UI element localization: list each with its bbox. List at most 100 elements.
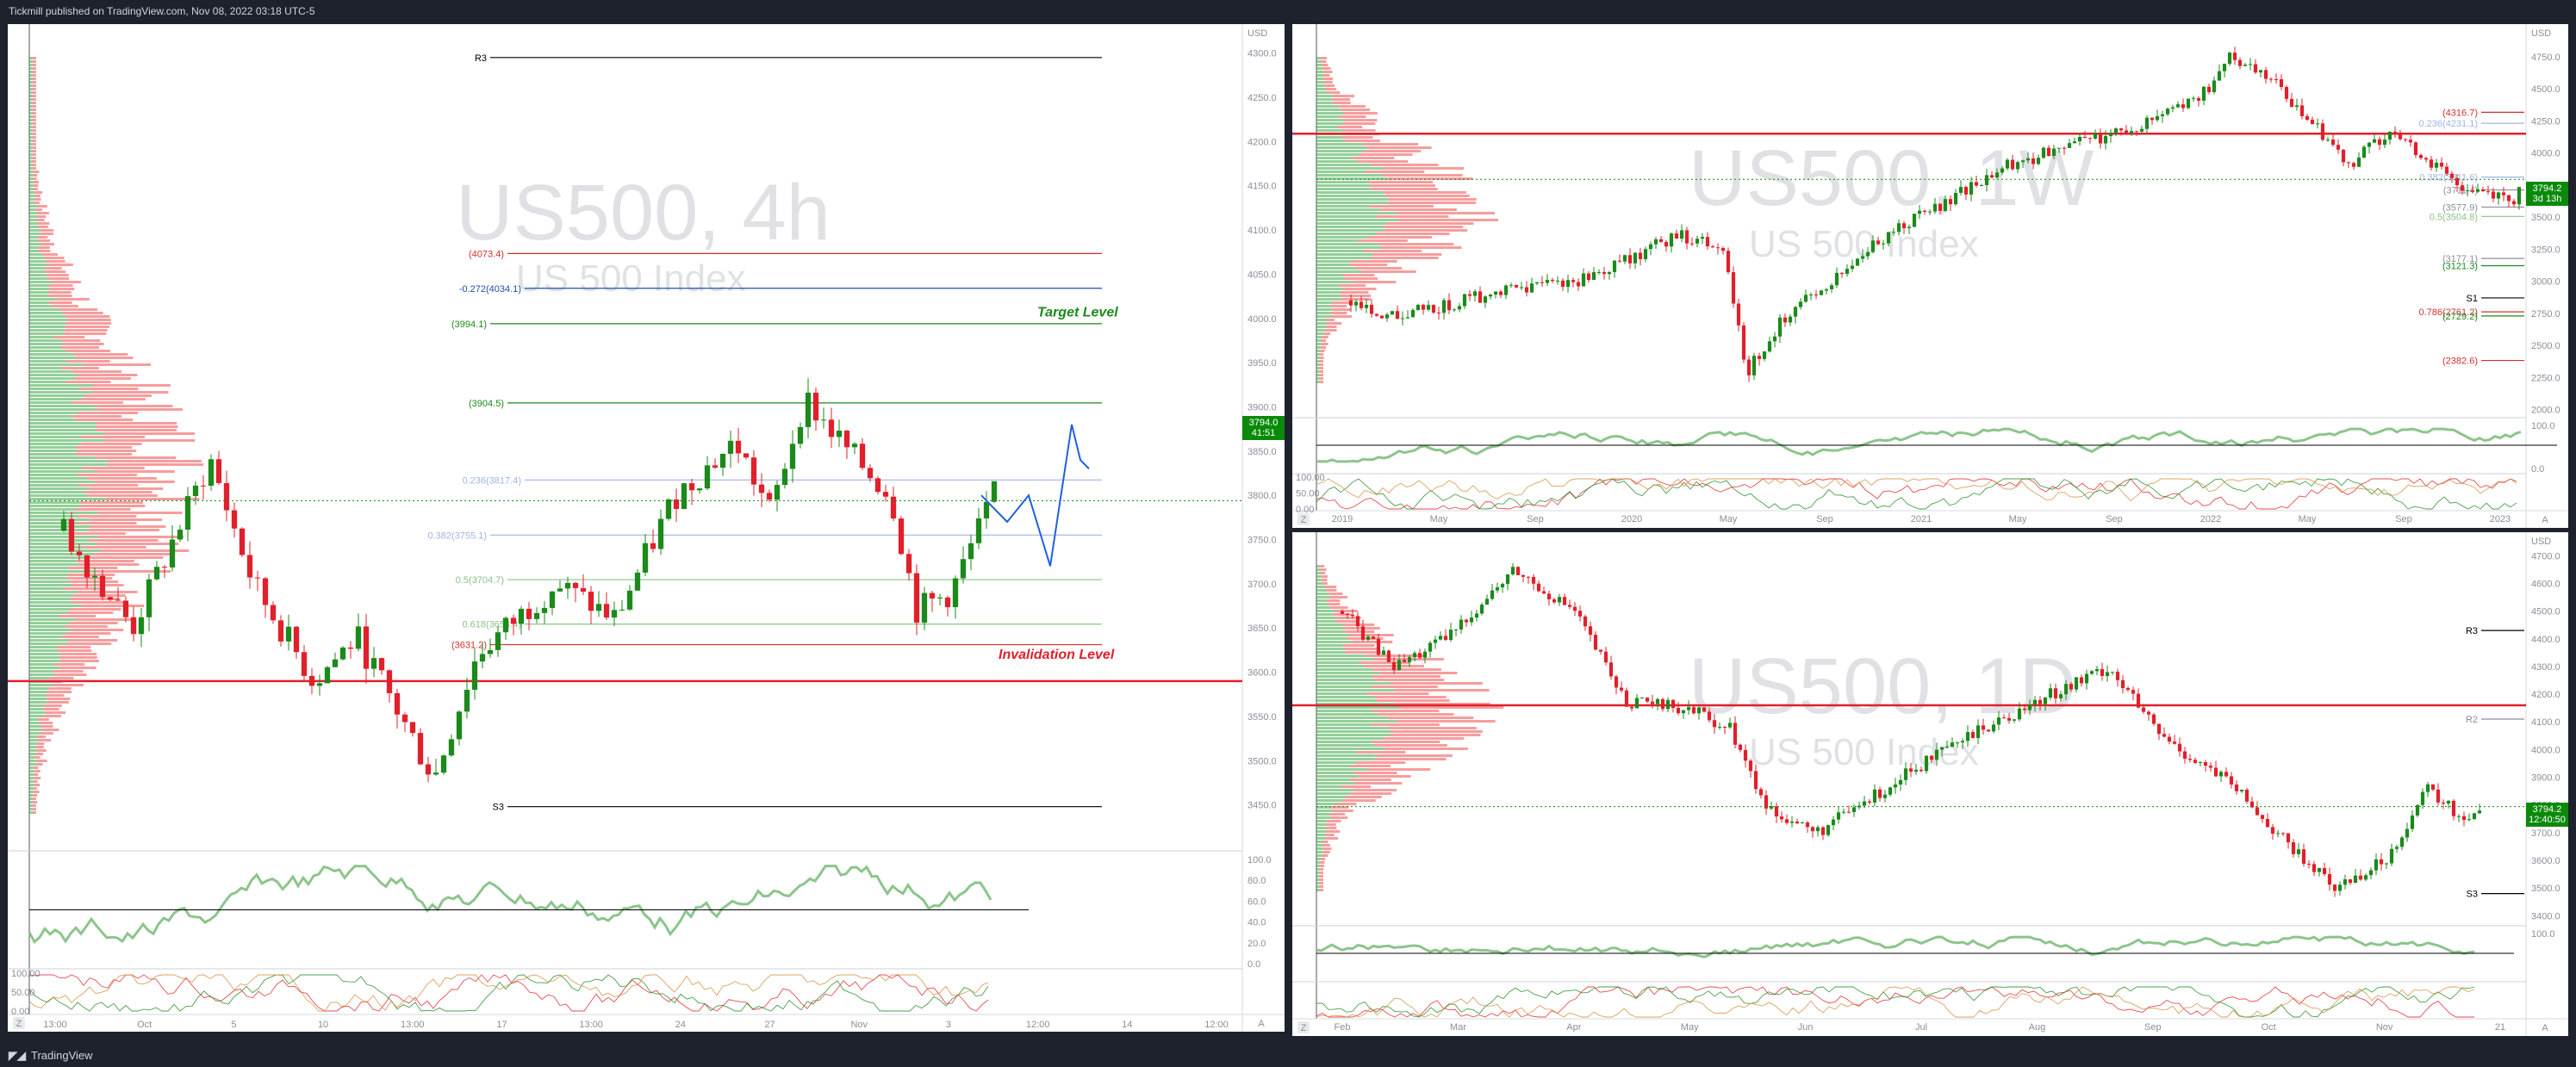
volume-profile-bull-bar [29, 212, 39, 214]
candle-body [1793, 307, 1798, 317]
candle-body [2041, 147, 2046, 158]
candle-body [867, 468, 874, 479]
volume-profile-bear-bar [1333, 810, 1353, 812]
candle-body [1653, 239, 1658, 245]
candle-body [1426, 305, 1431, 310]
chart-panel-4h[interactable]: US500, 4h US 500 Index USD 4300.0 4250.0 4200… [8, 24, 1285, 1032]
chart-panel-1w[interactable]: US500, 1W US 500 Index USD 4750.0 4500.0 4250… [1292, 24, 2568, 528]
volume-profile-bull-bar [29, 129, 33, 132]
candle-body [425, 764, 432, 775]
x-tick-label: 2022 [2200, 514, 2221, 524]
volume-profile-bull-bar [1316, 305, 1330, 307]
volume-profile-bull-bar [1316, 191, 1384, 194]
volume-profile-bull-bar [1316, 343, 1322, 345]
y-tick-label: 2500.0 [2531, 341, 2560, 351]
candle-body [1412, 653, 1417, 658]
candle-body [1948, 199, 1953, 205]
volume-profile-bear-bar [1366, 654, 1428, 657]
volume-profile-bear-bar [1365, 171, 1425, 173]
candle-body [2058, 694, 2063, 698]
volume-profile-bull-bar [1316, 267, 1355, 270]
candle-body [84, 555, 90, 578]
volume-profile-bull-bar [1316, 682, 1391, 685]
volume-profile-bull-bar [29, 315, 66, 318]
candle-body [1834, 272, 1839, 286]
volume-profile-bear-bar [1397, 219, 1499, 221]
volume-profile-bear-bar [69, 622, 118, 624]
candle-body [1919, 769, 1924, 772]
volume-profile-bull-bar [29, 184, 34, 187]
volume-profile-bull-bar [29, 64, 33, 66]
volume-profile-bear-bar [80, 605, 145, 607]
candle-body [2268, 78, 2274, 80]
tradingview-brand[interactable]: ◤◢ TradingView [9, 1049, 93, 1063]
candle-body [2027, 704, 2032, 710]
candle-body [1557, 597, 1562, 603]
candle-body [1483, 296, 1488, 303]
volume-profile-bull-bar [1316, 260, 1353, 263]
volume-profile-bull-bar [1316, 126, 1337, 128]
volume-profile-bull-bar [29, 498, 106, 500]
volume-profile-bear-bar [32, 146, 36, 149]
candle-body [1922, 210, 1927, 212]
volume-profile-bear-bar [1374, 758, 1447, 760]
volume-profile-bull-bar [29, 694, 46, 697]
candle-body [2196, 97, 2201, 101]
volume-profile-bear-bar [34, 195, 40, 197]
volume-profile-bear-bar [1369, 205, 1434, 208]
volume-profile-bear-bar [40, 233, 54, 235]
y-tick-label: 2750.0 [2531, 309, 2560, 319]
candle-body [2260, 815, 2265, 819]
volume-profile-bear-bar [69, 580, 119, 583]
candle-body [781, 468, 788, 486]
y-tick-label: 4050.0 [1248, 270, 1277, 280]
volume-profile-bull-bar [1316, 717, 1387, 719]
volume-profile-bull-bar [29, 570, 93, 573]
volume-profile-bear-bar [72, 532, 126, 535]
candle-body [2131, 690, 2136, 694]
candle-body [2263, 70, 2268, 79]
volume-profile-bull-bar [1316, 57, 1322, 59]
volume-profile-bull-bar [29, 415, 72, 418]
candle-body [1870, 240, 1876, 252]
candle-body [2120, 679, 2125, 689]
volume-profile-bear-bar [1342, 630, 1375, 633]
volume-profile-bear-bar [1376, 233, 1450, 235]
x-tick-label: Apr [1566, 1022, 1581, 1033]
volume-profile-bear-bar [49, 677, 74, 679]
candle-body [1798, 301, 1803, 307]
volume-profile-bull-bar [1316, 212, 1397, 214]
volume-profile-bear-bar [1353, 260, 1397, 263]
volume-profile-bull-bar [29, 205, 38, 208]
candle-body [1438, 636, 1443, 640]
candle-body [1939, 747, 1944, 750]
volume-profile-bear-bar [1332, 315, 1352, 318]
candle-body [2310, 120, 2315, 125]
chart-panel-1d[interactable]: US500, 1D US 500 Index USD 4700.0 4600.0 4500… [1292, 532, 2568, 1036]
volume-profile-bear-bar [1340, 291, 1369, 294]
candle-body [2113, 128, 2119, 133]
volume-profile-bull-bar [1316, 205, 1370, 208]
candle-body [2172, 741, 2177, 744]
volume-profile-bear-bar [1342, 122, 1376, 125]
candle-body [2284, 87, 2289, 99]
candle-body [115, 599, 121, 601]
candle-body [2082, 137, 2088, 139]
candle-body [2198, 762, 2203, 764]
candle-body [2351, 163, 2356, 167]
volume-profile-bull-bar [29, 336, 54, 338]
volume-profile-bull-bar [1316, 782, 1355, 785]
volume-profile-bull-bar [29, 95, 33, 97]
volume-profile-bear-bar [1322, 67, 1331, 70]
y-tick-label: 4250.0 [2531, 116, 2560, 127]
candle-body [812, 392, 819, 421]
volume-profile-bear-bar [1394, 703, 1490, 705]
candle-body [122, 600, 129, 617]
volume-profile-bear-bar [1363, 250, 1422, 252]
candle-body [308, 675, 315, 686]
volume-profile-bear-bar [32, 150, 36, 152]
volume-profile-bull-bar [1316, 710, 1372, 712]
